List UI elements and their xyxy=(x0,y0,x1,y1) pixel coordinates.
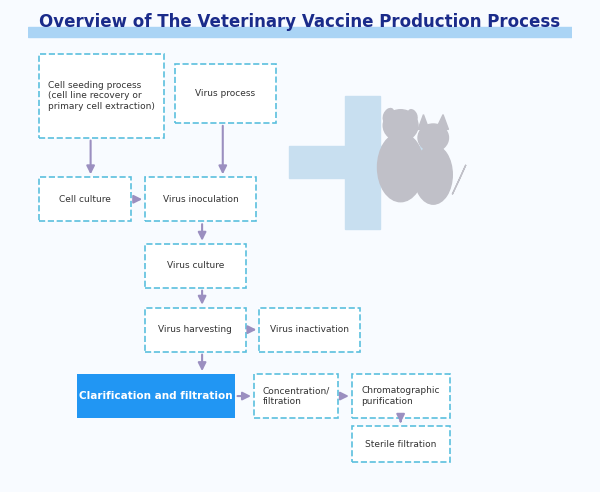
Text: Virus inactivation: Virus inactivation xyxy=(270,325,349,334)
FancyBboxPatch shape xyxy=(352,374,449,418)
Text: Chromatographic
purification: Chromatographic purification xyxy=(361,386,440,406)
Text: Cell culture: Cell culture xyxy=(59,195,111,204)
Polygon shape xyxy=(452,165,466,194)
Text: Virus process: Virus process xyxy=(195,89,255,98)
FancyBboxPatch shape xyxy=(39,54,164,138)
FancyBboxPatch shape xyxy=(145,177,256,221)
Text: Overview of The Veterinary Vaccine Production Process: Overview of The Veterinary Vaccine Produ… xyxy=(40,13,560,31)
Text: Concentration/
filtration: Concentration/ filtration xyxy=(262,386,329,406)
Bar xyxy=(345,96,380,229)
Text: Virus inoculation: Virus inoculation xyxy=(163,195,239,204)
Bar xyxy=(28,27,572,37)
FancyBboxPatch shape xyxy=(77,374,235,418)
Text: Cell seeding process
(cell line recovery or
primary cell extraction): Cell seeding process (cell line recovery… xyxy=(48,81,155,111)
FancyBboxPatch shape xyxy=(145,308,245,352)
FancyBboxPatch shape xyxy=(39,177,131,221)
Ellipse shape xyxy=(377,133,424,202)
Text: Virus harvesting: Virus harvesting xyxy=(158,325,232,334)
FancyBboxPatch shape xyxy=(145,244,245,288)
Ellipse shape xyxy=(414,145,452,204)
Text: Sterile filtration: Sterile filtration xyxy=(365,439,436,449)
Bar xyxy=(289,146,436,178)
Circle shape xyxy=(383,110,418,141)
FancyBboxPatch shape xyxy=(175,64,275,123)
Text: Clarification and filtration: Clarification and filtration xyxy=(79,391,233,401)
Ellipse shape xyxy=(408,110,417,122)
Circle shape xyxy=(418,124,448,152)
Text: Virus culture: Virus culture xyxy=(167,261,224,270)
Polygon shape xyxy=(436,115,448,129)
Polygon shape xyxy=(418,115,429,129)
FancyBboxPatch shape xyxy=(254,374,338,418)
Ellipse shape xyxy=(383,109,394,123)
FancyBboxPatch shape xyxy=(259,308,360,352)
FancyBboxPatch shape xyxy=(352,426,449,462)
Polygon shape xyxy=(422,138,439,167)
